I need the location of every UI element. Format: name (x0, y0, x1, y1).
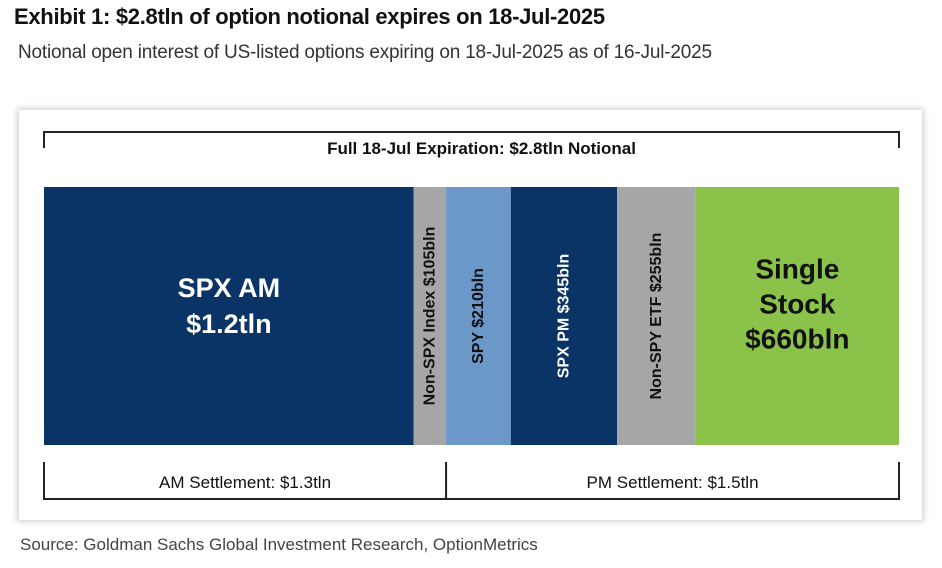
settlement-bracket (43, 462, 900, 500)
segment-label-single-stock-line-3: $660bln (745, 324, 849, 355)
segment-non-spy-etf (617, 187, 696, 445)
chart-panel: Full 18-Jul Expiration: $2.8tln Notional… (19, 110, 922, 520)
segment-single-stock (695, 187, 899, 445)
segment-label-non-spy-etf: Non-SPY ETF $255bln (648, 233, 665, 400)
segment-spx-pm (510, 187, 618, 445)
group-label-am-settlement: AM Settlement: $1.3tln (159, 473, 331, 492)
segment-non-spx-index (413, 187, 447, 445)
segment-label-non-spx-index: Non-SPX Index $105bln (421, 227, 438, 406)
total-bracket (43, 131, 900, 148)
notional-strip-chart: Full 18-Jul Expiration: $2.8tln Notional… (43, 131, 900, 500)
exhibit-subtitle: Notional open interest of US-listed opti… (18, 42, 712, 63)
segment-label-spx-am-line-2: $1.2tln (186, 309, 272, 339)
segment-label-spx-pm: SPX PM $345bln (555, 254, 572, 379)
exhibit-title: Exhibit 1: $2.8tln of option notional ex… (14, 4, 605, 29)
segment-label-single-stock-line-1: Single (755, 254, 839, 285)
source-note: Source: Goldman Sachs Global Investment … (20, 535, 538, 554)
total-label: Full 18-Jul Expiration: $2.8tln Notional (327, 139, 636, 158)
segment-label-spy: SPY $210bln (470, 268, 487, 364)
segment-label-single-stock-line-2: Stock (759, 289, 836, 320)
segment-spx-am (44, 187, 414, 445)
group-label-pm-settlement: PM Settlement: $1.5tln (587, 473, 759, 492)
segment-label-spx-am-line-1: SPX AM (178, 273, 281, 303)
segment-spy (446, 187, 511, 445)
